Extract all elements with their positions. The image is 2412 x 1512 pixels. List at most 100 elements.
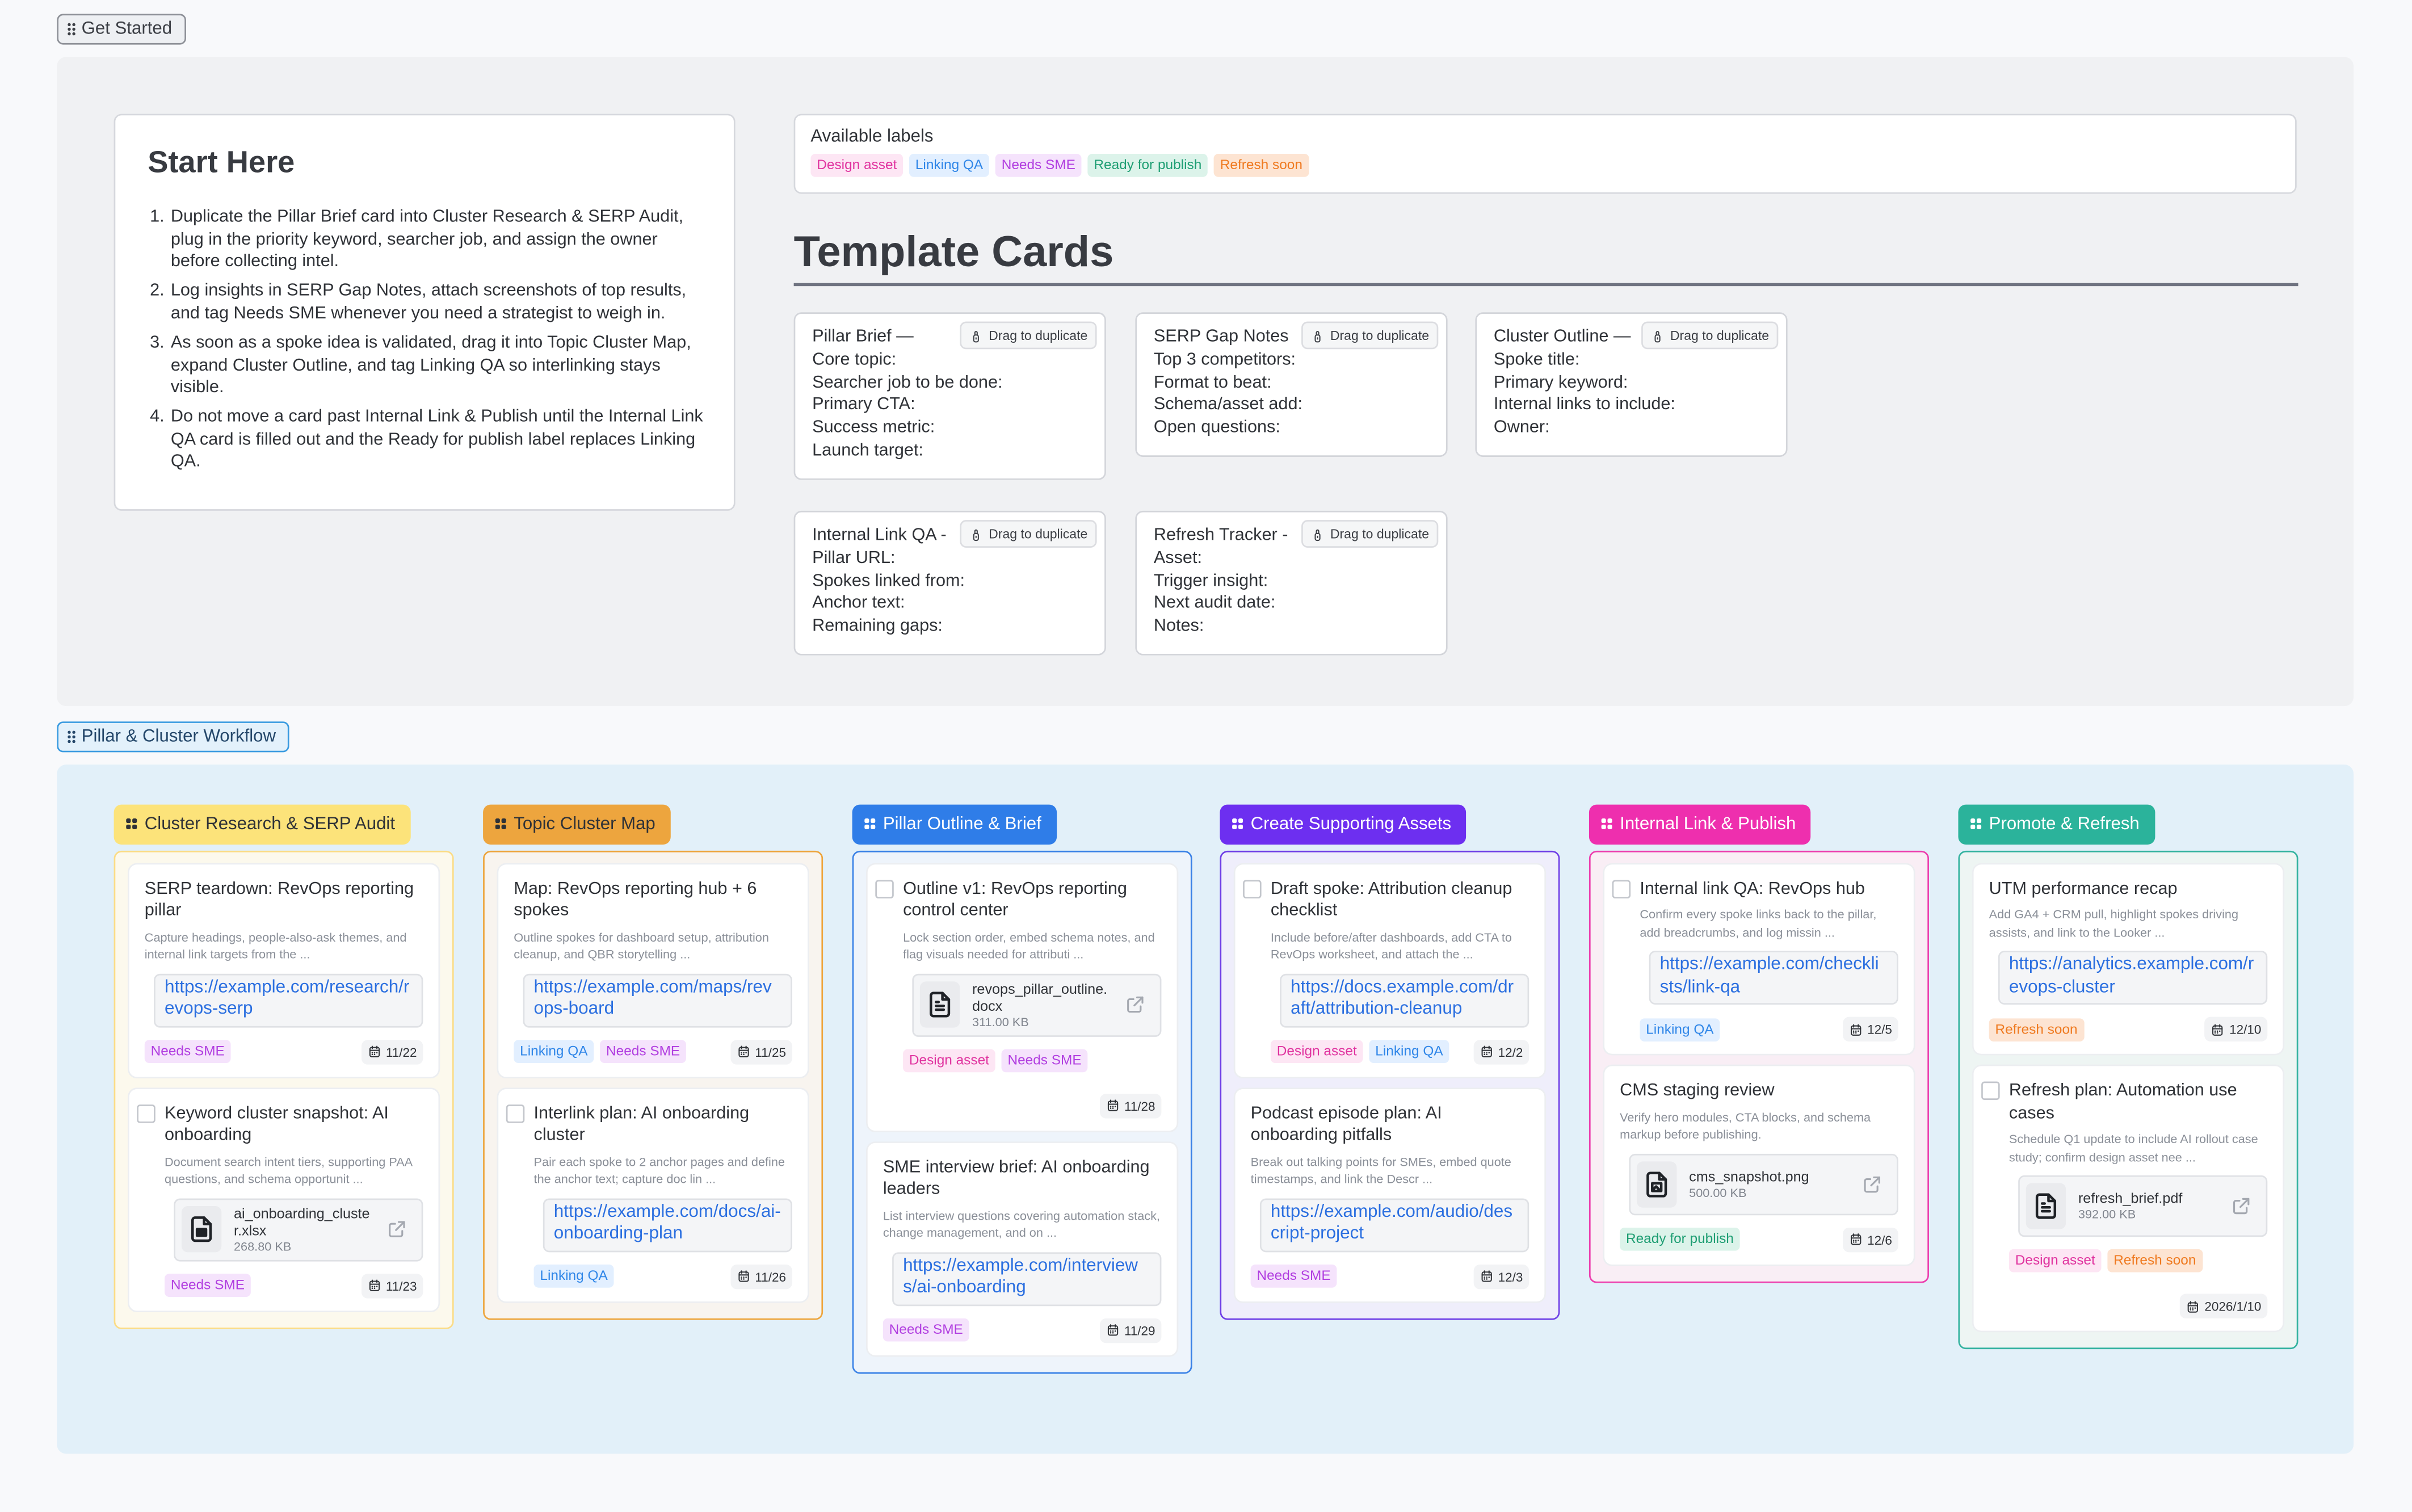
task-card[interactable]: SME interview brief: AI onboarding leade… (867, 1142, 1177, 1355)
card-title: UTM performance recap (1989, 879, 2178, 898)
file-icon-tile (1636, 1161, 1677, 1207)
drag-to-duplicate-button[interactable]: Drag to duplicate (1641, 321, 1779, 350)
task-checkbox[interactable] (137, 1103, 156, 1123)
file-meta: revops_pillar_outline.docx 311.00 KB (972, 981, 1113, 1028)
card-link[interactable]: https://example.com/interviews/ai-onboar… (892, 1251, 1162, 1305)
template-card[interactable]: Refresh Tracker - Drag to duplicate Asset:… (1135, 510, 1448, 656)
open-external-icon[interactable] (2230, 1195, 2252, 1217)
card-link[interactable]: https://example.com/research/revops-serp (154, 973, 423, 1027)
card-description: List interview questions covering automa… (883, 1208, 1160, 1240)
drag-handle-icon (1970, 818, 1982, 829)
file-attachment[interactable]: refresh_brief.pdf 392.00 KB (2018, 1175, 2268, 1237)
card-link[interactable]: https://example.com/audio/descript-proje… (1259, 1198, 1529, 1251)
card-link[interactable]: https://example.com/maps/revops-board (523, 973, 792, 1027)
task-card[interactable]: Internal link QA: RevOps hub Confirm ever… (1604, 863, 1914, 1054)
card-link[interactable]: https://example.com/checklists/link-qa (1649, 951, 1898, 1005)
due-date-text: 11/23 (385, 1278, 417, 1293)
document-icon (2031, 1189, 2061, 1223)
task-card[interactable]: CMS staging review Verify hero modules, C… (1604, 1066, 1914, 1264)
task-card[interactable]: Draft spoke: Attribution cleanup checkli… (1235, 863, 1545, 1076)
due-date-text: 12/6 (1867, 1231, 1892, 1247)
calendar-icon (1106, 1323, 1119, 1337)
open-external-icon[interactable] (1861, 1173, 1883, 1195)
frame-tag-label: Pillar & Cluster Workflow (81, 728, 276, 746)
open-external-icon[interactable] (386, 1219, 407, 1240)
due-date: 12/2 (1473, 1039, 1529, 1064)
due-date: 12/5 (1842, 1017, 1898, 1042)
open-external-icon[interactable] (1124, 994, 1146, 1015)
card-footer: Linking QA Needs SME 11/25 (514, 1039, 792, 1064)
column-header[interactable]: Pillar Outline & Brief (852, 804, 1057, 844)
card-description: Verify hero modules, CTA blocks, and sch… (1620, 1110, 1871, 1142)
drag-to-duplicate-label: Drag to duplicate (1330, 327, 1430, 343)
card-description: Break out talking points for SMEs, embed… (1250, 1154, 1511, 1186)
due-date: 12/10 (2204, 1017, 2268, 1042)
column-header[interactable]: Create Supporting Assets (1220, 804, 1467, 844)
drag-to-duplicate-button[interactable]: Drag to duplicate (1301, 520, 1439, 548)
task-card[interactable]: Map: RevOps reporting hub + 6 spokes Outl… (498, 863, 808, 1076)
drag-to-duplicate-button[interactable]: Drag to duplicate (1301, 321, 1439, 350)
card-link[interactable]: https://example.com/docs/ai-onboarding-p… (543, 1198, 792, 1251)
due-date-text: 11/28 (1124, 1097, 1155, 1114)
file-attachment[interactable]: cms_snapshot.png 500.00 KB (1629, 1153, 1898, 1215)
workflow-frame-tag[interactable]: Pillar & Cluster Workflow (57, 721, 290, 753)
card-link[interactable]: https://docs.example.com/draft/attributi… (1280, 973, 1529, 1027)
template-card[interactable]: Cluster Outline — Drag to duplicate Spoke … (1475, 312, 1788, 457)
drag-to-duplicate-button[interactable]: Drag to duplicate (959, 520, 1097, 548)
frame-tag-label: Get Started (81, 20, 173, 39)
card-link[interactable]: https://analytics.example.com/revops-clu… (1998, 951, 2268, 1005)
file-icon-tile (181, 1206, 222, 1253)
column-header[interactable]: Promote & Refresh (1958, 804, 2155, 844)
column-header[interactable]: Cluster Research & SERP Audit (114, 804, 411, 844)
card-footer: Design asset Refresh soon (2008, 1249, 2267, 1272)
file-attachment[interactable]: ai_onboarding_cluster.xlsx 268.80 KB (174, 1198, 423, 1261)
card-description: Schedule Q1 update to include AI rollout… (2008, 1132, 2258, 1164)
task-checkbox[interactable] (1243, 879, 1262, 898)
drag-handle-icon (1232, 818, 1243, 829)
lock-icon (1310, 527, 1324, 540)
due-date-text: 12/10 (2229, 1021, 2262, 1037)
card-description: Capture headings, people-also-ask themes… (144, 930, 407, 962)
drag-to-duplicate-button[interactable]: Drag to duplicate (959, 321, 1097, 350)
board-column: Create Supporting Assets Draft spoke: Att… (1220, 803, 1560, 1320)
label-tag: Needs SME (1001, 1048, 1088, 1072)
task-card[interactable]: Outline v1: RevOps reporting control cen… (867, 863, 1177, 1130)
template-field: Asset: (1153, 549, 1203, 568)
due-date-text: 11/26 (755, 1268, 787, 1284)
task-card[interactable]: UTM performance recap Add GA4 + CRM pull,… (1973, 863, 2283, 1054)
label-chip: Refresh soon (1213, 154, 1309, 177)
column-card-list: Internal link QA: RevOps hub Confirm ever… (1589, 850, 1929, 1283)
task-checkbox[interactable] (875, 879, 894, 898)
task-card[interactable]: Refresh plan: Automation use cases Schedu… (1973, 1066, 2283, 1331)
drag-handle-icon (68, 23, 75, 36)
template-card[interactable]: Internal Link QA - Drag to duplicate Pilla… (793, 510, 1106, 656)
template-field: Spokes linked from: (812, 572, 965, 590)
card-footer: Ready for publish 12/6 (1620, 1227, 1898, 1251)
template-field: Searcher job to be done: (812, 373, 1003, 392)
card-title: Internal link QA: RevOps hub (1640, 879, 1865, 898)
task-card[interactable]: Keyword cluster snapshot: AI onboarding D… (129, 1088, 439, 1310)
task-card[interactable]: Podcast episode plan: AI onboarding pitf… (1235, 1088, 1545, 1301)
card-footer: Linking QA 11/26 (533, 1263, 792, 1289)
task-checkbox[interactable] (506, 1103, 525, 1123)
card-title: Outline v1: RevOps reporting control cen… (903, 879, 1127, 920)
column-header[interactable]: Internal Link & Publish (1589, 804, 1812, 844)
column-title: Create Supporting Assets (1250, 814, 1452, 833)
file-size: 392.00 KB (2078, 1207, 2136, 1222)
template-card[interactable]: SERP Gap Notes Drag to duplicate Top 3 com… (1135, 312, 1448, 457)
task-checkbox[interactable] (1612, 879, 1631, 898)
template-card[interactable]: Pillar Brief — Drag to duplicate Core topi… (793, 312, 1106, 480)
task-card[interactable]: Interlink plan: AI onboarding cluster Pai… (498, 1088, 808, 1301)
task-checkbox[interactable] (1981, 1081, 2000, 1101)
board-column: Internal Link & Publish Internal link QA:… (1589, 803, 1929, 1283)
task-card[interactable]: SERP teardown: RevOps reporting pillar Ca… (129, 863, 439, 1076)
label-tag: Refresh soon (1989, 1017, 2084, 1041)
template-field: Primary keyword: (1493, 373, 1628, 392)
file-attachment[interactable]: revops_pillar_outline.docx 311.00 KB (912, 973, 1162, 1036)
due-date-text: 12/2 (1498, 1044, 1523, 1060)
label-tag: Needs SME (165, 1274, 251, 1297)
card-title: Interlink plan: AI onboarding cluster (533, 1103, 750, 1145)
column-header[interactable]: Topic Cluster Map (483, 804, 671, 844)
get-started-frame-tag[interactable]: Get Started (57, 14, 186, 45)
